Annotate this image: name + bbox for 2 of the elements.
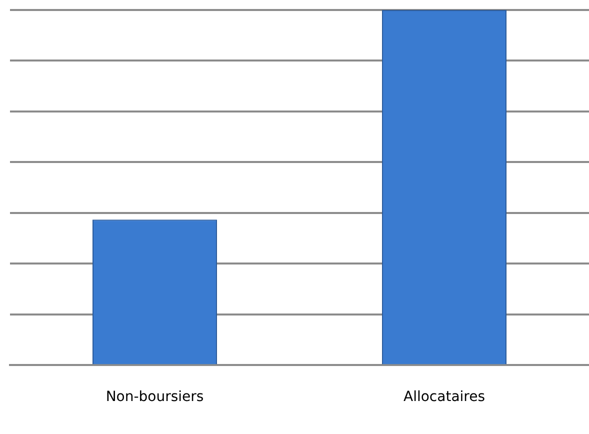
x-tick-label: Allocataires [403, 389, 486, 406]
x-tick-label: Non-boursiers [106, 389, 204, 406]
